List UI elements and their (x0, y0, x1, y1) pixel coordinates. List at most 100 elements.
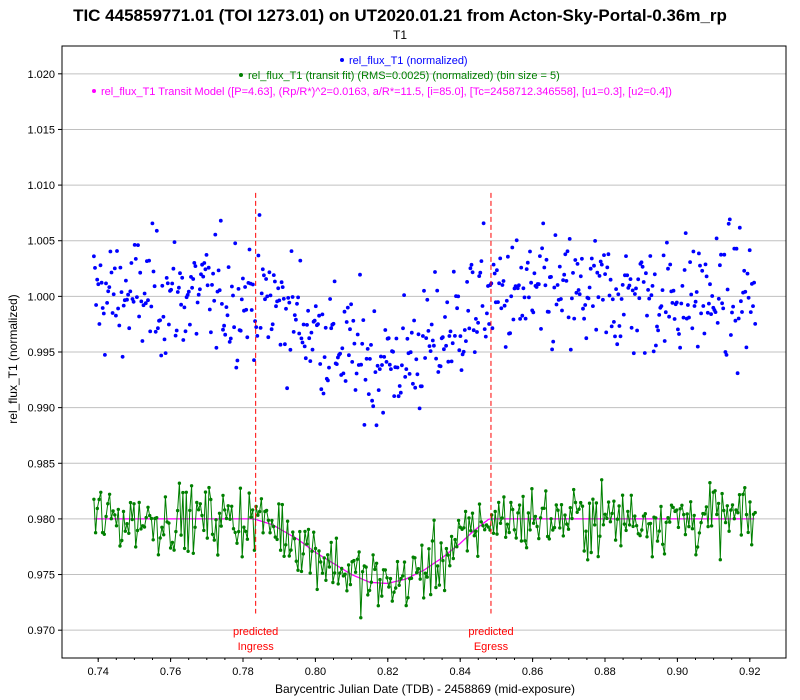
raw-flux-point (270, 322, 275, 327)
raw-flux-point (474, 317, 478, 321)
binned-flux-point (498, 521, 503, 525)
raw-flux-point (95, 277, 100, 282)
x-tick-label: 0.74 (87, 666, 108, 678)
raw-flux-point (654, 343, 658, 348)
raw-flux-point (527, 295, 531, 300)
raw-flux-point (670, 301, 675, 305)
binned-flux-point (242, 525, 246, 529)
raw-flux-point (635, 328, 639, 333)
raw-flux-point (429, 322, 434, 327)
binned-flux-point (657, 529, 661, 533)
binned-flux-point (369, 580, 373, 584)
binned-flux-point (308, 571, 312, 575)
binned-flux-point (650, 555, 654, 559)
raw-flux-point (561, 278, 565, 282)
binned-flux-point (155, 516, 159, 520)
raw-flux-point (694, 290, 699, 294)
raw-flux-point (642, 351, 647, 355)
y-tick-label: 1.020 (27, 69, 55, 81)
raw-flux-point (192, 261, 197, 265)
binned-flux-point (216, 553, 220, 557)
raw-flux-point (472, 350, 477, 354)
raw-flux-point (305, 323, 309, 327)
raw-flux-point (451, 269, 456, 274)
binned-flux-point (736, 511, 740, 515)
raw-flux-point (477, 274, 482, 278)
raw-flux-point (405, 336, 410, 341)
raw-flux-point (375, 363, 380, 368)
raw-flux-point (567, 237, 572, 241)
binned-flux-point (495, 532, 499, 536)
binned-flux-point (294, 559, 298, 563)
raw-flux-point (436, 370, 441, 374)
binned-flux-point (565, 522, 569, 526)
binned-flux-point (266, 518, 271, 522)
binned-series-layer (92, 478, 757, 620)
legend: rel_flux_T1 (normalized) rel_flux_T1 (tra… (92, 55, 672, 98)
raw-flux-point (195, 300, 200, 305)
marker-label-line1: predicted (233, 626, 278, 638)
raw-flux-point (349, 302, 353, 307)
binned-flux-point (205, 536, 209, 540)
raw-flux-point (146, 298, 150, 303)
binned-flux-point (622, 522, 627, 526)
raw-flux-point (435, 288, 440, 293)
raw-flux-point (160, 283, 165, 288)
raw-flux-point (660, 288, 665, 292)
binned-flux-point (261, 531, 265, 535)
raw-flux-point (397, 384, 402, 388)
raw-flux-point (139, 299, 144, 304)
binned-flux-point (739, 533, 743, 537)
raw-flux-point (381, 410, 385, 415)
raw-flux-point (476, 320, 480, 325)
raw-flux-point (297, 331, 302, 336)
raw-flux-point (434, 356, 438, 361)
raw-flux-point (298, 258, 303, 263)
raw-flux-point (565, 249, 570, 254)
raw-flux-point (448, 329, 453, 334)
raw-flux-point (554, 302, 559, 307)
raw-flux-point (249, 308, 254, 312)
binned-flux-point (104, 514, 108, 519)
raw-flux-point (503, 345, 508, 349)
binned-flux-point (463, 509, 468, 514)
binned-flux-point (722, 508, 726, 513)
raw-flux-point (718, 263, 722, 268)
raw-flux-point (316, 322, 320, 326)
raw-flux-point (680, 284, 685, 288)
binned-flux-point (675, 508, 679, 512)
raw-flux-point (235, 358, 240, 363)
raw-flux-point (210, 283, 214, 287)
raw-flux-point (690, 326, 695, 331)
binned-flux-point (615, 517, 620, 521)
raw-flux-point (306, 308, 310, 313)
binned-flux-point (249, 515, 253, 519)
raw-flux-point (263, 297, 267, 302)
raw-flux-point (313, 304, 318, 309)
raw-flux-point (745, 271, 750, 276)
raw-flux-point (668, 262, 673, 267)
binned-flux-point (334, 536, 339, 540)
binned-flux-point (132, 502, 136, 506)
raw-flux-point (244, 307, 249, 312)
raw-flux-point (115, 249, 119, 253)
chart-subtitle: T1 (392, 28, 407, 42)
raw-flux-point (731, 304, 735, 309)
raw-flux-point (239, 297, 244, 302)
binned-flux-point (695, 545, 700, 549)
raw-flux-point (430, 338, 435, 343)
raw-flux-point (99, 280, 104, 285)
binned-flux-point (544, 489, 548, 493)
raw-flux-point (156, 326, 160, 331)
binned-flux-point (434, 585, 438, 590)
raw-flux-point (609, 324, 614, 329)
raw-flux-point (480, 304, 485, 308)
raw-flux-point (501, 279, 506, 283)
binned-flux-point (170, 540, 175, 545)
raw-flux-point (104, 281, 108, 286)
binned-flux-point (326, 553, 330, 557)
legend-entry: rel_flux_T1 (transit fit) (RMS=0.0025) (… (248, 70, 560, 82)
binned-flux-point (671, 505, 675, 510)
binned-flux-point (336, 582, 340, 586)
binned-flux-point (322, 556, 326, 560)
